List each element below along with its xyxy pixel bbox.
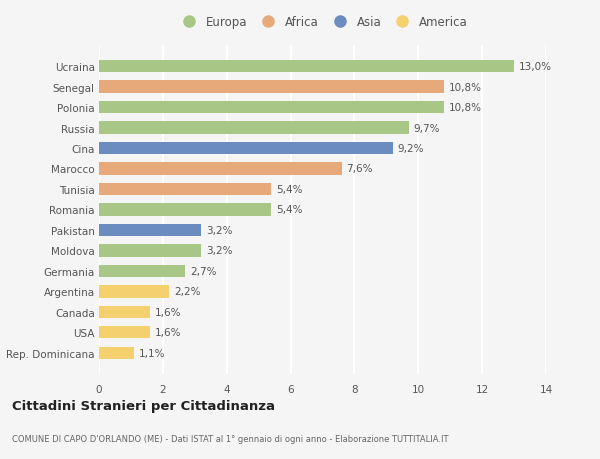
Text: 3,2%: 3,2% bbox=[206, 246, 232, 256]
Bar bbox=[99, 224, 201, 236]
Text: 5,4%: 5,4% bbox=[276, 205, 303, 215]
Text: COMUNE DI CAPO D'ORLANDO (ME) - Dati ISTAT al 1° gennaio di ogni anno - Elaboraz: COMUNE DI CAPO D'ORLANDO (ME) - Dati IST… bbox=[12, 434, 449, 443]
Text: 3,2%: 3,2% bbox=[206, 225, 232, 235]
Text: 2,7%: 2,7% bbox=[190, 266, 217, 276]
Text: 2,2%: 2,2% bbox=[174, 287, 200, 297]
Bar bbox=[99, 163, 341, 175]
Bar bbox=[99, 81, 444, 94]
Bar bbox=[99, 285, 169, 298]
Text: 9,2%: 9,2% bbox=[398, 144, 424, 154]
Bar bbox=[99, 265, 185, 277]
Text: 1,1%: 1,1% bbox=[139, 348, 166, 358]
Bar bbox=[99, 347, 134, 359]
Bar bbox=[99, 326, 150, 339]
Bar bbox=[99, 61, 514, 73]
Text: 9,7%: 9,7% bbox=[413, 123, 440, 133]
Bar bbox=[99, 184, 271, 196]
Text: 1,6%: 1,6% bbox=[155, 307, 181, 317]
Bar bbox=[99, 245, 201, 257]
Bar bbox=[99, 306, 150, 318]
Text: Cittadini Stranieri per Cittadinanza: Cittadini Stranieri per Cittadinanza bbox=[12, 399, 275, 412]
Bar bbox=[99, 204, 271, 216]
Text: 10,8%: 10,8% bbox=[449, 83, 482, 92]
Text: 13,0%: 13,0% bbox=[519, 62, 552, 72]
Legend: Europa, Africa, Asia, America: Europa, Africa, Asia, America bbox=[177, 16, 468, 28]
Text: 7,6%: 7,6% bbox=[346, 164, 373, 174]
Text: 10,8%: 10,8% bbox=[449, 103, 482, 113]
Text: 5,4%: 5,4% bbox=[276, 185, 303, 195]
Bar bbox=[99, 122, 409, 134]
Bar bbox=[99, 143, 393, 155]
Text: 1,6%: 1,6% bbox=[155, 328, 181, 337]
Bar bbox=[99, 102, 444, 114]
